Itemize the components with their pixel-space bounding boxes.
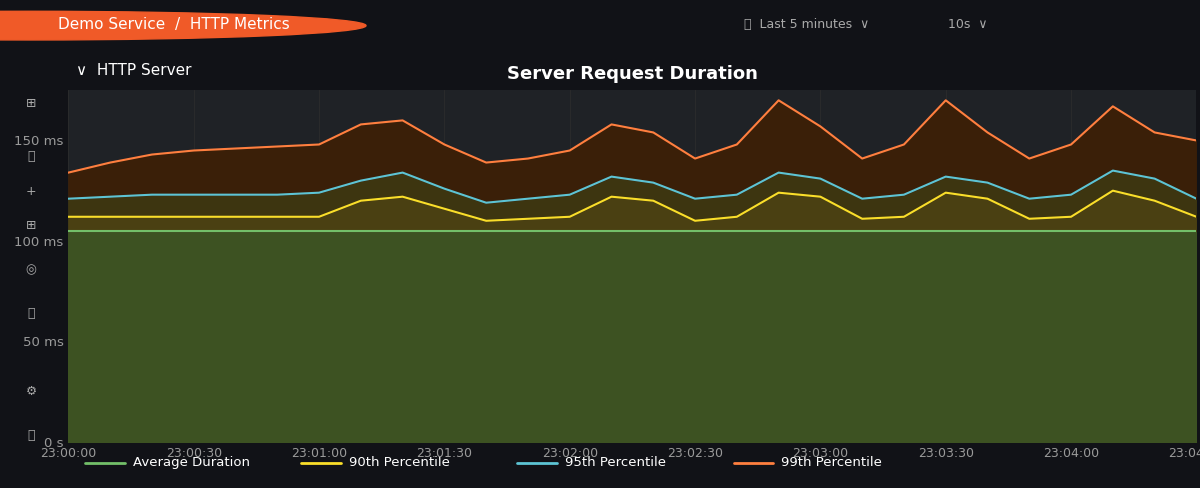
Text: Demo Service  /  HTTP Metrics: Demo Service / HTTP Metrics xyxy=(58,17,289,32)
Text: 95th Percentile: 95th Percentile xyxy=(565,456,666,469)
Text: 99th Percentile: 99th Percentile xyxy=(781,456,882,469)
Text: ⚙: ⚙ xyxy=(25,386,37,398)
Title: Server Request Duration: Server Request Duration xyxy=(506,65,758,83)
Text: ⊞: ⊞ xyxy=(26,220,36,232)
Circle shape xyxy=(0,11,366,40)
Text: 🔔: 🔔 xyxy=(28,307,35,320)
Text: 🛡: 🛡 xyxy=(28,429,35,442)
Text: 90th Percentile: 90th Percentile xyxy=(349,456,450,469)
Text: 🔍: 🔍 xyxy=(28,149,35,163)
Text: +: + xyxy=(26,184,36,198)
Text: 10s  ∨: 10s ∨ xyxy=(948,18,988,31)
Text: ∨  HTTP Server: ∨ HTTP Server xyxy=(76,63,192,78)
Text: Average Duration: Average Duration xyxy=(133,456,250,469)
Text: ◎: ◎ xyxy=(25,263,37,276)
Text: ⏱  Last 5 minutes  ∨: ⏱ Last 5 minutes ∨ xyxy=(744,18,869,31)
Text: ⊞: ⊞ xyxy=(26,97,36,110)
